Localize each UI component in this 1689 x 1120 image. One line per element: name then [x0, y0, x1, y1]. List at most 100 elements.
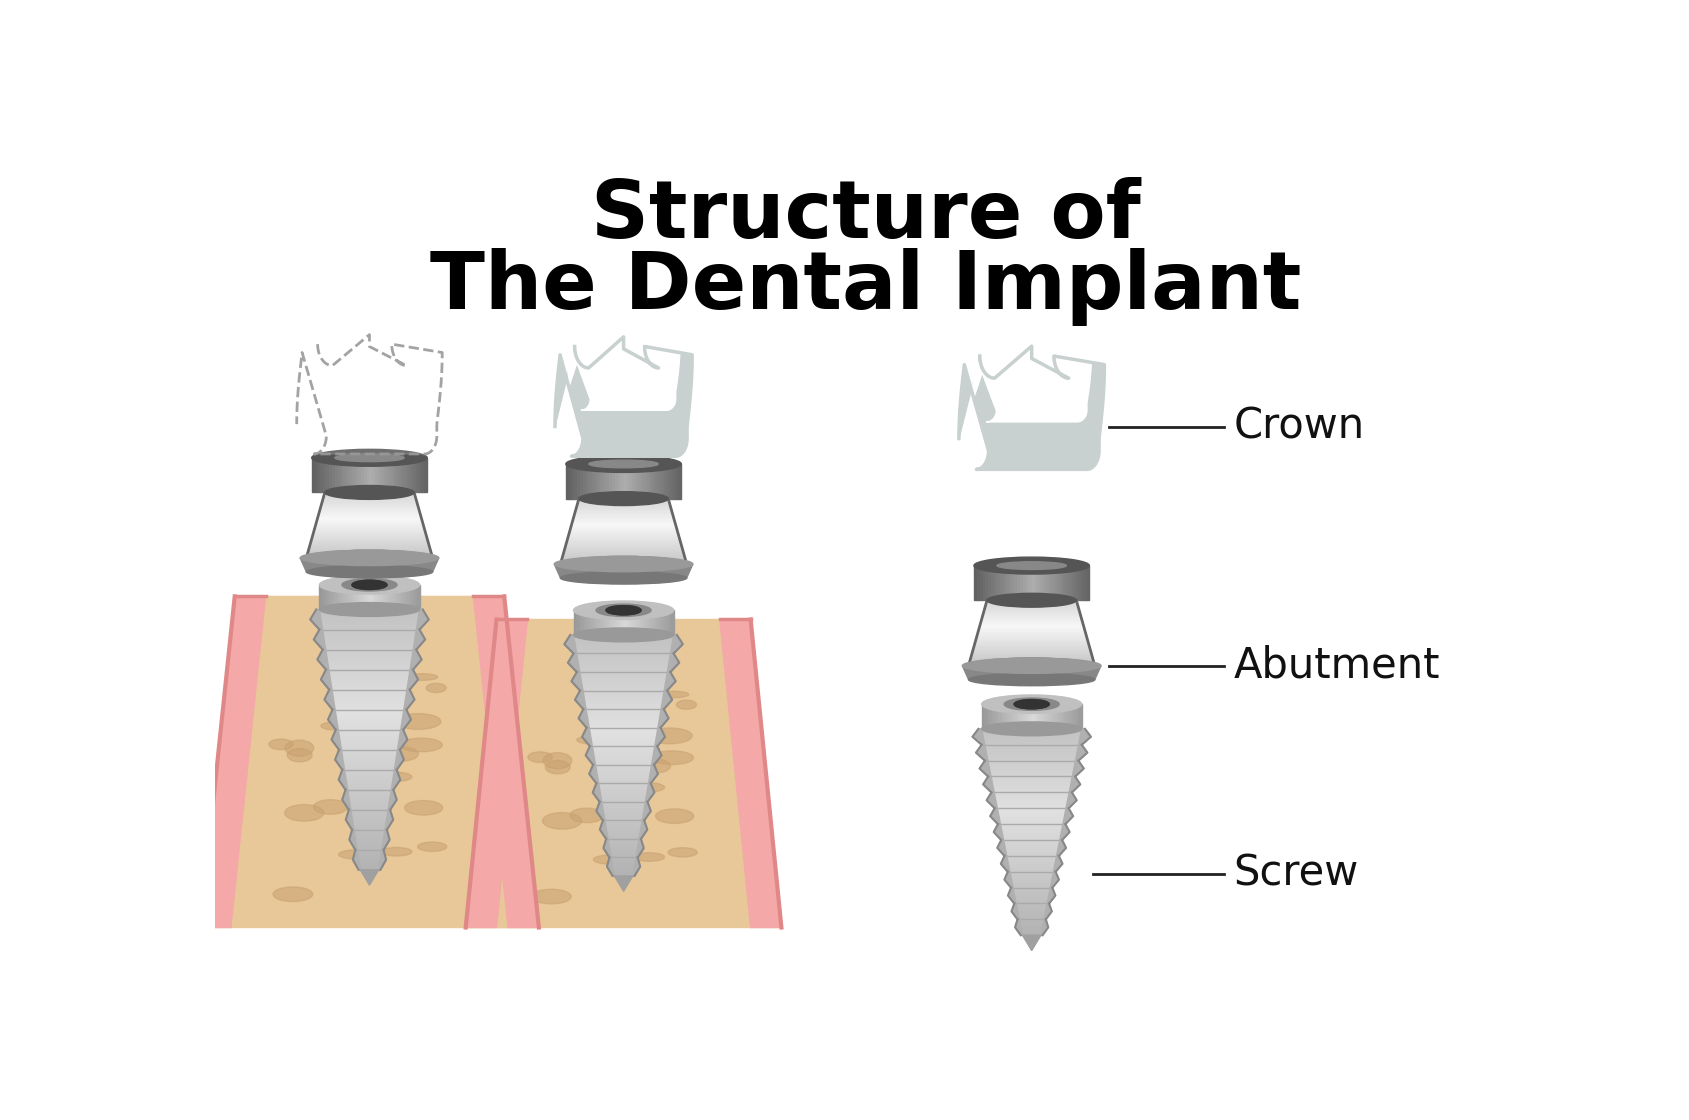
Ellipse shape — [596, 604, 650, 616]
Polygon shape — [554, 564, 692, 578]
Polygon shape — [564, 547, 682, 549]
Polygon shape — [311, 540, 427, 541]
Polygon shape — [573, 519, 674, 520]
Polygon shape — [1071, 704, 1074, 729]
Polygon shape — [314, 528, 424, 529]
Polygon shape — [993, 824, 1003, 840]
Polygon shape — [358, 458, 360, 493]
Polygon shape — [1074, 745, 1086, 760]
Polygon shape — [981, 566, 985, 600]
Polygon shape — [969, 656, 1093, 657]
Polygon shape — [649, 765, 657, 783]
Polygon shape — [331, 729, 341, 749]
Polygon shape — [318, 516, 421, 517]
Polygon shape — [586, 610, 588, 635]
Polygon shape — [615, 876, 632, 892]
Polygon shape — [574, 464, 578, 498]
Polygon shape — [377, 585, 380, 609]
Ellipse shape — [350, 777, 373, 785]
Polygon shape — [991, 704, 993, 729]
Polygon shape — [981, 616, 1081, 617]
Polygon shape — [1024, 704, 1025, 729]
Polygon shape — [593, 610, 596, 635]
Polygon shape — [306, 556, 432, 557]
Polygon shape — [1022, 566, 1025, 600]
Polygon shape — [973, 646, 1089, 647]
Polygon shape — [324, 494, 414, 495]
Polygon shape — [1069, 566, 1071, 600]
Polygon shape — [372, 458, 375, 493]
Polygon shape — [394, 749, 404, 769]
Polygon shape — [635, 839, 644, 858]
Polygon shape — [1051, 704, 1054, 729]
Polygon shape — [571, 672, 583, 691]
Polygon shape — [355, 585, 356, 609]
Polygon shape — [367, 585, 370, 609]
Polygon shape — [647, 464, 649, 498]
Polygon shape — [1044, 904, 1051, 920]
Ellipse shape — [569, 809, 603, 823]
Polygon shape — [611, 464, 615, 498]
Polygon shape — [326, 458, 329, 493]
Polygon shape — [1062, 809, 1073, 824]
Polygon shape — [318, 519, 422, 520]
Polygon shape — [578, 500, 669, 502]
Ellipse shape — [274, 887, 312, 902]
Polygon shape — [561, 559, 686, 560]
Polygon shape — [644, 610, 645, 635]
Polygon shape — [301, 558, 439, 571]
Polygon shape — [562, 552, 684, 553]
Polygon shape — [1069, 776, 1079, 792]
Polygon shape — [573, 517, 674, 519]
Ellipse shape — [417, 842, 446, 851]
Polygon shape — [564, 635, 576, 653]
Polygon shape — [360, 458, 363, 493]
Polygon shape — [1078, 729, 1091, 745]
Polygon shape — [329, 585, 331, 609]
Polygon shape — [1054, 566, 1057, 600]
Polygon shape — [324, 585, 326, 609]
Polygon shape — [324, 493, 414, 494]
Polygon shape — [568, 538, 679, 539]
Polygon shape — [311, 458, 314, 493]
Polygon shape — [973, 645, 1089, 646]
Polygon shape — [660, 464, 664, 498]
Polygon shape — [334, 749, 345, 769]
Polygon shape — [319, 585, 321, 609]
Polygon shape — [382, 830, 390, 850]
Polygon shape — [578, 498, 669, 500]
Text: Abutment: Abutment — [1233, 645, 1439, 687]
Ellipse shape — [588, 460, 657, 468]
Ellipse shape — [392, 659, 415, 665]
Polygon shape — [1035, 704, 1039, 729]
Ellipse shape — [301, 550, 439, 566]
Polygon shape — [311, 542, 429, 543]
Ellipse shape — [566, 456, 681, 473]
Polygon shape — [1015, 920, 1022, 935]
Polygon shape — [569, 529, 677, 530]
Ellipse shape — [287, 748, 312, 762]
Polygon shape — [561, 561, 686, 562]
Ellipse shape — [546, 760, 569, 774]
Polygon shape — [1005, 566, 1008, 600]
Polygon shape — [601, 610, 603, 635]
Polygon shape — [983, 610, 1079, 612]
Polygon shape — [1044, 704, 1045, 729]
Polygon shape — [568, 536, 679, 538]
Polygon shape — [644, 464, 647, 498]
Polygon shape — [564, 550, 682, 551]
Polygon shape — [307, 550, 431, 551]
Polygon shape — [564, 545, 681, 547]
Ellipse shape — [383, 747, 419, 762]
Polygon shape — [1034, 566, 1037, 600]
Polygon shape — [628, 610, 630, 635]
Polygon shape — [314, 629, 326, 650]
Polygon shape — [419, 458, 421, 493]
Polygon shape — [993, 704, 997, 729]
Ellipse shape — [404, 801, 443, 815]
Polygon shape — [985, 603, 1078, 604]
Ellipse shape — [655, 809, 692, 823]
Polygon shape — [975, 641, 1088, 642]
Ellipse shape — [338, 850, 377, 859]
Ellipse shape — [650, 750, 692, 765]
